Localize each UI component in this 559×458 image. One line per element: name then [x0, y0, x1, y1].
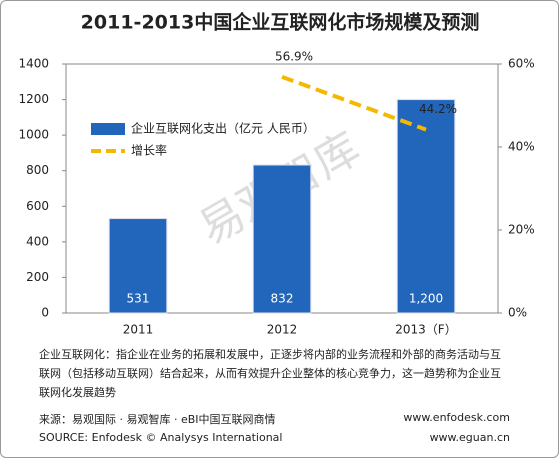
y-tick-label: 1200: [18, 92, 49, 106]
y2-tick-label: 0%: [508, 306, 527, 320]
y2-tick-label: 20%: [508, 223, 535, 237]
value-label: 44.2%: [419, 102, 457, 116]
legend-swatch: [91, 123, 125, 135]
y-tick-label: 1400: [18, 57, 49, 71]
source: 来源：易观国际 · 易观智库 · eBI中国互联网商情: [39, 413, 276, 426]
y-tick-label: 600: [26, 199, 49, 213]
value-label: 56.9%: [275, 49, 313, 63]
chart-title: 2011-2013中国企业互联网化市场规模及预测: [81, 11, 480, 34]
bar: [252, 164, 312, 314]
y-tick-label: 800: [26, 163, 49, 177]
bar: [396, 99, 456, 314]
note: 企业互联网化：指企业在业务的拓展和发展中，正逐步将内部的业务流程和外部的商务活动…: [39, 348, 501, 399]
value-label: 531: [127, 292, 150, 306]
y2-tick-label: 60%: [508, 57, 535, 71]
x-tick-label: 2013（F）: [395, 323, 456, 337]
x-tick-label: 2011: [123, 323, 154, 337]
x-tick-label: 2012: [267, 323, 298, 337]
line: [281, 74, 427, 132]
website: www.enfodesk.com: [403, 411, 510, 424]
source: SOURCE: Enfodesk © Analysys Internationa…: [39, 431, 283, 444]
y-tick-label: 0: [41, 306, 49, 320]
website: www.eguan.cn: [429, 431, 510, 444]
y-tick-label: 1000: [18, 128, 49, 142]
legend-label: 企业互联网化支出（亿元 人民币）: [131, 121, 315, 136]
y2-tick-label: 40%: [508, 140, 535, 154]
legend-label: 增长率: [131, 143, 167, 158]
value-label: 1,200: [409, 292, 443, 306]
y-tick-label: 200: [26, 270, 49, 284]
value-label: 832: [271, 292, 294, 306]
y-tick-label: 400: [26, 234, 49, 248]
bar: [108, 218, 168, 314]
